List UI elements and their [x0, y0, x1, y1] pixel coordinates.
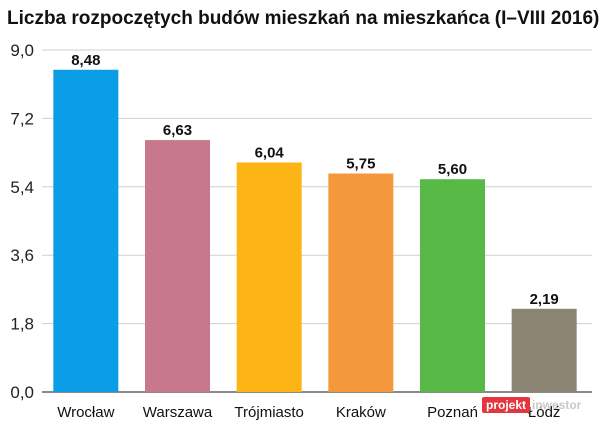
y-tick-label: 5,4 [10, 178, 34, 197]
data-label: 6,04 [255, 144, 285, 161]
x-axis-labels: Wrocław Warszawa Trójmiasto Kraków Poznań Łód… [57, 404, 560, 421]
bar [145, 140, 210, 392]
x-tick-label: Trójmiasto [234, 404, 303, 421]
data-label: 5,60 [438, 161, 467, 178]
y-tick-label: 9,0 [10, 41, 34, 60]
watermark-right-text: inwestor [532, 398, 582, 412]
bar [53, 69, 119, 392]
data-label: 8,48 [71, 52, 100, 69]
x-tick-label: Warszawa [143, 404, 213, 421]
bar [328, 173, 394, 392]
value-labels: 8,48 6,63 6,04 5,75 5,60 2,19 [71, 52, 559, 308]
x-tick-label: Łódź [528, 404, 561, 421]
y-tick-label: 1,8 [10, 315, 34, 334]
x-tick-label: Wrocław [57, 404, 114, 421]
data-label: 5,75 [346, 156, 375, 173]
bars [53, 69, 577, 392]
watermark-background [482, 397, 530, 413]
bar [511, 308, 577, 392]
x-tick-label: Kraków [336, 404, 386, 421]
y-tick-label: 3,6 [10, 246, 34, 265]
chart-title: Liczba rozpoczętych budów mieszkań na mi… [7, 8, 599, 29]
data-label: 2,19 [530, 291, 559, 308]
bar [420, 179, 485, 392]
watermark-left-text: projekt [486, 398, 526, 412]
x-tick-label: Poznań [427, 404, 478, 421]
bar [236, 162, 302, 392]
y-tick-label: 0,0 [10, 383, 34, 402]
data-label: 6,63 [163, 122, 192, 139]
watermark: projekt inwestor [482, 397, 582, 413]
gridlines [42, 49, 592, 393]
y-axis: 0,0 1,8 3,6 5,4 7,2 9,0 [10, 41, 34, 402]
y-tick-label: 7,2 [10, 109, 34, 128]
